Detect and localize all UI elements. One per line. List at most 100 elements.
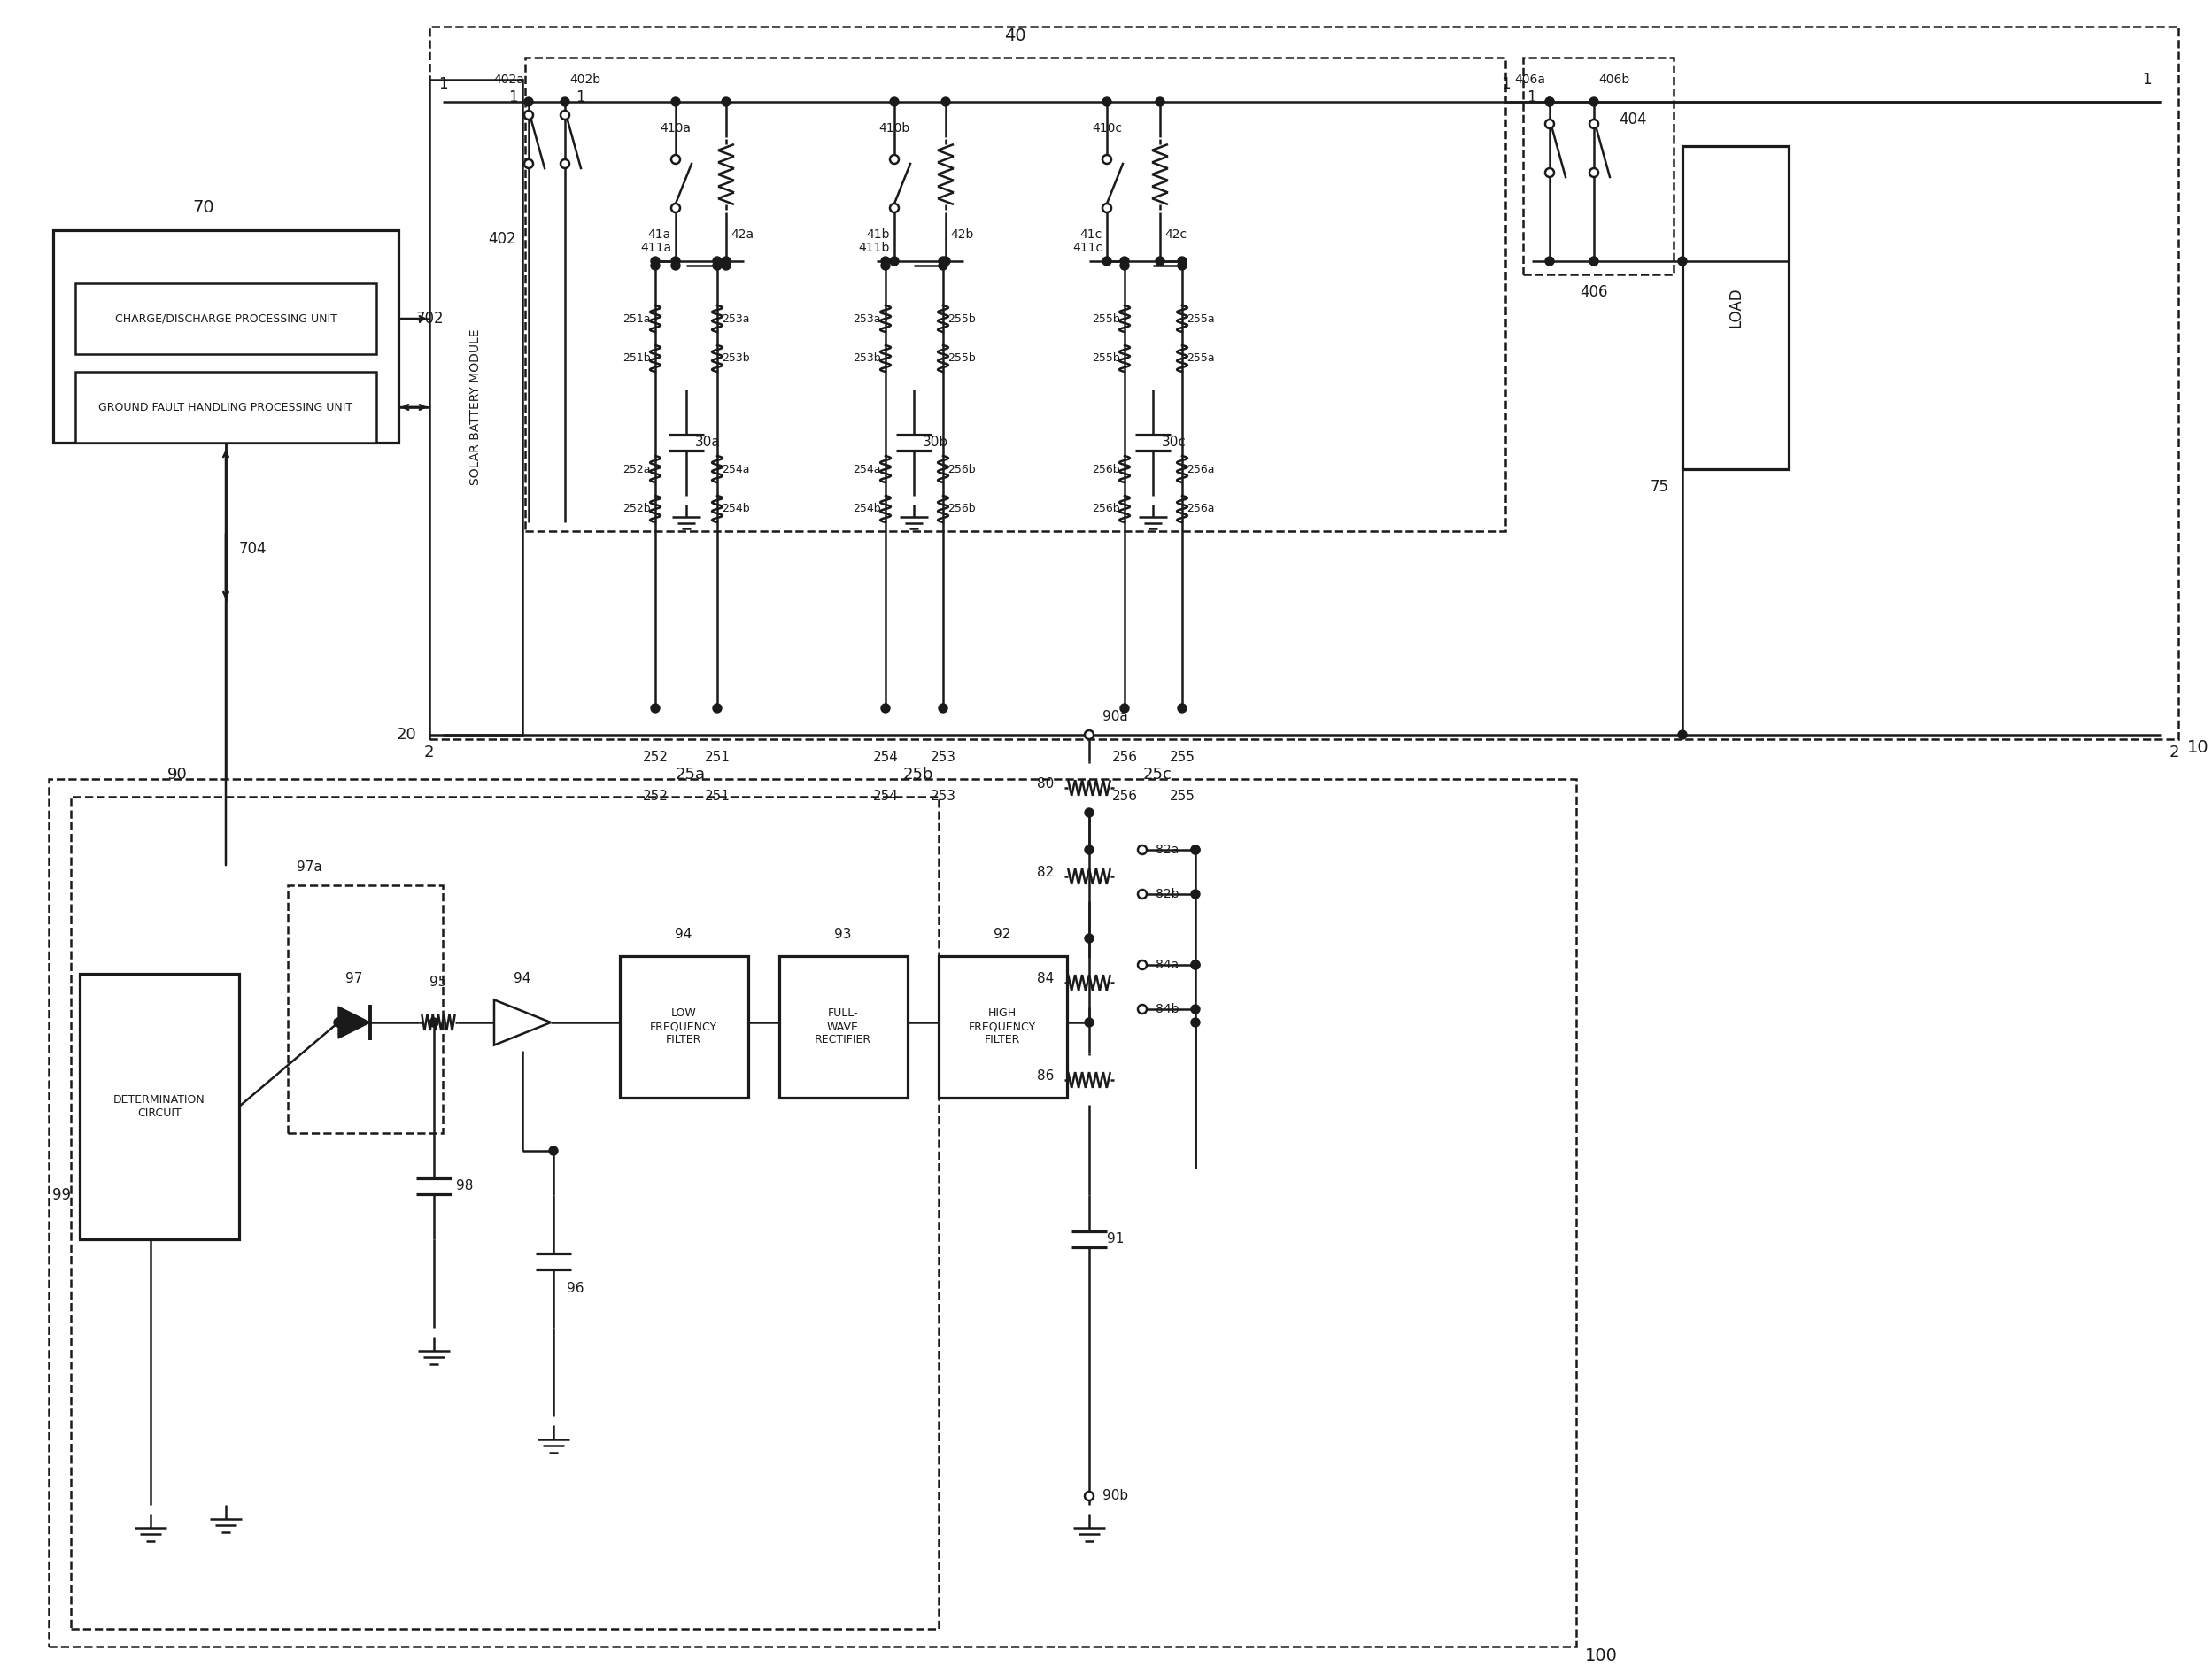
Text: 704: 704 xyxy=(239,541,268,557)
Text: 20: 20 xyxy=(396,727,416,743)
Text: 2: 2 xyxy=(2170,745,2179,760)
Text: 1: 1 xyxy=(1526,89,1537,105)
Text: 254a: 254a xyxy=(721,464,750,475)
Text: 98: 98 xyxy=(456,1180,473,1194)
Circle shape xyxy=(670,256,679,266)
Text: 253: 253 xyxy=(931,750,956,763)
Circle shape xyxy=(1679,256,1688,266)
Circle shape xyxy=(670,204,679,213)
Bar xyxy=(75,283,376,355)
Text: 30c: 30c xyxy=(1161,435,1186,449)
Text: 42b: 42b xyxy=(951,228,973,241)
Text: 84a: 84a xyxy=(1155,959,1179,971)
Text: 251: 251 xyxy=(703,750,730,763)
Text: 255: 255 xyxy=(1170,750,1194,763)
Circle shape xyxy=(1155,97,1164,105)
Text: 255a: 255a xyxy=(1186,353,1214,365)
Text: 256b: 256b xyxy=(1093,464,1119,475)
Text: LOAD: LOAD xyxy=(1728,286,1743,328)
Text: 256b: 256b xyxy=(947,504,975,516)
Circle shape xyxy=(721,261,730,270)
Text: 30a: 30a xyxy=(695,435,721,449)
Text: 255a: 255a xyxy=(1186,313,1214,325)
Text: 402a: 402a xyxy=(493,74,524,85)
Circle shape xyxy=(1084,1492,1093,1500)
Text: 406b: 406b xyxy=(1599,74,1630,85)
Circle shape xyxy=(1590,97,1599,105)
Circle shape xyxy=(1190,845,1199,854)
Circle shape xyxy=(880,703,889,713)
Text: 1: 1 xyxy=(1500,75,1511,92)
Text: 90a: 90a xyxy=(1102,710,1128,723)
Circle shape xyxy=(889,256,898,266)
Circle shape xyxy=(1102,156,1110,164)
Circle shape xyxy=(1119,256,1128,266)
Text: 1: 1 xyxy=(575,89,584,105)
Bar xyxy=(1683,146,1790,469)
Text: 2: 2 xyxy=(425,745,434,760)
Text: 42a: 42a xyxy=(730,228,754,241)
Circle shape xyxy=(1190,961,1199,969)
Circle shape xyxy=(650,256,659,266)
Text: 92: 92 xyxy=(993,927,1011,941)
Circle shape xyxy=(1177,703,1186,713)
Text: 254a: 254a xyxy=(854,464,880,475)
Text: 410b: 410b xyxy=(878,122,909,134)
Circle shape xyxy=(721,97,730,105)
Text: SOLAR BATTERY MODULE: SOLAR BATTERY MODULE xyxy=(469,330,482,485)
Text: 255b: 255b xyxy=(1093,353,1119,365)
Circle shape xyxy=(938,261,947,270)
Text: 84b: 84b xyxy=(1155,1003,1179,1016)
Circle shape xyxy=(1190,1004,1199,1013)
Text: 93: 93 xyxy=(834,927,852,941)
Text: 255b: 255b xyxy=(947,353,975,365)
Circle shape xyxy=(712,703,721,713)
Bar xyxy=(779,956,907,1098)
Circle shape xyxy=(1102,256,1110,266)
Text: 252: 252 xyxy=(641,750,668,763)
Text: 255: 255 xyxy=(1170,790,1194,804)
Text: 252: 252 xyxy=(641,790,668,804)
Circle shape xyxy=(524,97,533,105)
Text: 410a: 410a xyxy=(659,122,690,134)
Circle shape xyxy=(1590,167,1599,177)
Circle shape xyxy=(560,97,568,105)
Text: 255b: 255b xyxy=(1093,313,1119,325)
Circle shape xyxy=(670,156,679,164)
Circle shape xyxy=(938,256,947,266)
Text: 40: 40 xyxy=(1004,27,1026,44)
Text: 1: 1 xyxy=(2143,72,2152,87)
Text: 41b: 41b xyxy=(867,228,889,241)
Circle shape xyxy=(1155,256,1164,266)
Circle shape xyxy=(889,204,898,213)
Circle shape xyxy=(942,256,951,266)
Text: 91: 91 xyxy=(1106,1232,1124,1245)
Text: 90b: 90b xyxy=(1102,1490,1128,1503)
Circle shape xyxy=(429,1018,438,1026)
Text: 96: 96 xyxy=(566,1281,584,1294)
Text: 402: 402 xyxy=(489,231,515,248)
Text: 75: 75 xyxy=(1650,479,1670,496)
Text: 253a: 253a xyxy=(721,313,750,325)
Circle shape xyxy=(650,261,659,270)
Text: 1: 1 xyxy=(509,89,518,105)
Circle shape xyxy=(1084,809,1093,817)
Text: 254b: 254b xyxy=(721,504,750,516)
Circle shape xyxy=(880,256,889,266)
Text: 90: 90 xyxy=(168,767,188,782)
Bar xyxy=(429,80,522,735)
Text: 253b: 253b xyxy=(721,353,750,365)
Circle shape xyxy=(1190,1018,1199,1026)
Circle shape xyxy=(1137,845,1146,854)
Text: 251a: 251a xyxy=(624,313,650,325)
Text: 95: 95 xyxy=(429,976,447,989)
Text: 256a: 256a xyxy=(1186,504,1214,516)
Circle shape xyxy=(938,703,947,713)
Bar xyxy=(938,956,1066,1098)
Text: 253: 253 xyxy=(931,790,956,804)
Text: 702: 702 xyxy=(416,311,445,326)
Circle shape xyxy=(1102,204,1110,213)
Circle shape xyxy=(1119,703,1128,713)
Text: 254b: 254b xyxy=(854,504,880,516)
Circle shape xyxy=(880,261,889,270)
